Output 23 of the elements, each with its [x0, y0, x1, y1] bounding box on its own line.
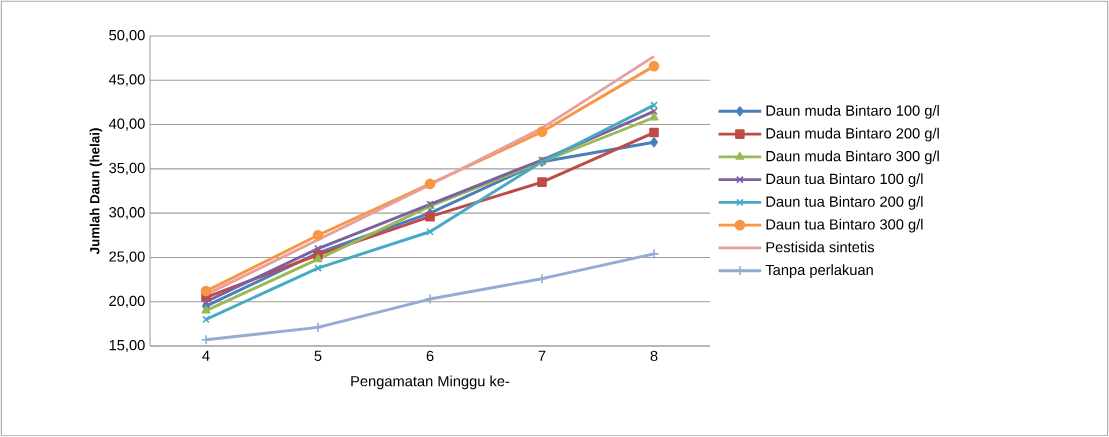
x-tick-label: 8: [650, 350, 658, 362]
legend-label: Daun muda Bintaro 300 g/l: [766, 150, 939, 165]
legend-label: Daun muda Bintaro 200 g/l: [766, 127, 939, 142]
legend-label: Pestisida sintetis: [766, 241, 875, 253]
x-tick-label: 7: [538, 350, 546, 361]
y-tick-label: 30,00: [109, 207, 145, 220]
legend-label: Tanpa perlakuan: [765, 264, 873, 279]
x-tick-label: 5: [314, 350, 322, 361]
x-axis-title: Pengamatan Minggu ke-: [351, 375, 510, 390]
legend-label: Daun tua Bintaro 200 g/l: [766, 196, 923, 210]
y-tick-label: 25,00: [109, 251, 145, 264]
y-tick-label: 45,00: [108, 74, 145, 87]
y-tick-label: 35,00: [109, 162, 145, 175]
y-tick-label: 40,00: [108, 118, 145, 131]
x-tick-label: 4: [202, 350, 210, 361]
legend-label: Daun tua Bintaro 300 g/l: [766, 218, 923, 233]
x-tick-label: 6: [426, 350, 434, 362]
y-tick-label: 15,00: [109, 339, 145, 353]
y-tick-label: 20,00: [109, 295, 145, 308]
legend-label: Daun tua Bintaro 100 g/l: [766, 173, 923, 187]
y-tick-label: 50,00: [109, 29, 145, 43]
legend-label: Daun muda Bintaro 100 g/l: [766, 105, 939, 119]
y-axis-title: Jumlah Daun (helai): [89, 128, 103, 255]
